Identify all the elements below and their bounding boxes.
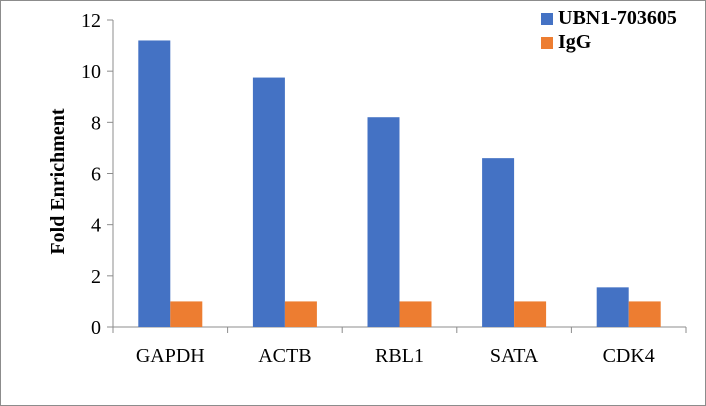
bar-actb-igg (284, 301, 317, 327)
legend-label: UBN1-703605 (558, 7, 677, 29)
y-tick-label: 0 (91, 317, 101, 339)
bar-cdk4-igg (628, 301, 661, 327)
y-tick-label: 10 (81, 61, 101, 83)
x-tick-label: GAPDH (136, 345, 205, 367)
x-axis: GAPDH ACTB RBL1 SATA CDK4 (112, 326, 687, 367)
bar-sata-ubn1 (482, 158, 515, 327)
y-tick-label: 4 (91, 215, 101, 237)
bar-gapdh-ubn1 (138, 40, 171, 327)
y-axis: 0 2 4 6 8 10 12 (81, 10, 114, 339)
y-tick-label: 2 (91, 266, 101, 288)
x-tick-label: ACTB (258, 345, 311, 367)
x-tick-label: SATA (490, 345, 539, 367)
legend-label: IgG (558, 31, 592, 53)
bar-cdk4-ubn1 (596, 287, 629, 327)
bar-rbl1-ubn1 (367, 117, 400, 327)
bar-rbl1-igg (399, 301, 432, 327)
y-tick-label: 8 (91, 112, 101, 134)
bar-gapdh-igg (170, 301, 203, 327)
x-tick-label: CDK4 (603, 345, 655, 367)
bars (138, 40, 661, 327)
legend-swatch (541, 37, 553, 49)
y-axis-label: Fold Enrichment (47, 108, 69, 254)
legend-swatch (541, 13, 553, 25)
x-tick-label: RBL1 (375, 345, 424, 367)
y-tick-label: 12 (81, 10, 101, 32)
bar-actb-ubn1 (252, 77, 285, 327)
bar-sata-igg (514, 301, 547, 327)
y-tick-label: 6 (91, 164, 101, 186)
